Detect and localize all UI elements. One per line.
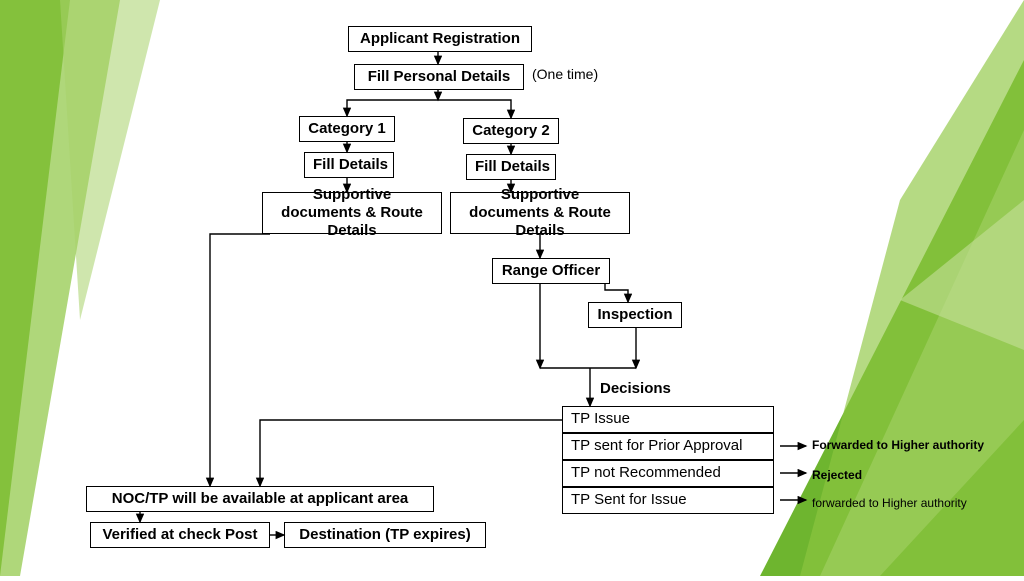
- node-fill-personal-details: Fill Personal Details: [354, 64, 524, 90]
- node-range-officer: Range Officer: [492, 258, 610, 284]
- label-rejected: Rejected: [812, 468, 862, 482]
- decision-tp-prior-approval: TP sent for Prior Approval: [562, 433, 774, 460]
- node-fill-details-2: Fill Details: [466, 154, 556, 180]
- label-forwarded-1: Forwarded to Higher authority: [812, 438, 984, 452]
- node-fill-details-1: Fill Details: [304, 152, 394, 178]
- node-supportive-docs-2: Supportive documents & Route Details: [450, 192, 630, 234]
- node-destination: Destination (TP expires): [284, 522, 486, 548]
- node-category-2: Category 2: [463, 118, 559, 144]
- label-decisions: Decisions: [600, 380, 671, 397]
- node-supportive-docs-1: Supportive documents & Route Details: [262, 192, 442, 234]
- node-inspection: Inspection: [588, 302, 682, 328]
- label-one-time: (One time): [532, 66, 598, 82]
- node-noc-tp: NOC/TP will be available at applicant ar…: [86, 486, 434, 512]
- decision-tp-not-recommended: TP not Recommended: [562, 460, 774, 487]
- node-verified-checkpost: Verified at check Post: [90, 522, 270, 548]
- flowchart-canvas: Applicant Registration Fill Personal Det…: [0, 0, 1024, 576]
- label-forwarded-2: forwarded to Higher authority: [812, 496, 967, 510]
- decision-tp-sent-for-issue: TP Sent for Issue: [562, 487, 774, 514]
- node-applicant-registration: Applicant Registration: [348, 26, 532, 52]
- node-category-1: Category 1: [299, 116, 395, 142]
- decision-tp-issue: TP Issue: [562, 406, 774, 433]
